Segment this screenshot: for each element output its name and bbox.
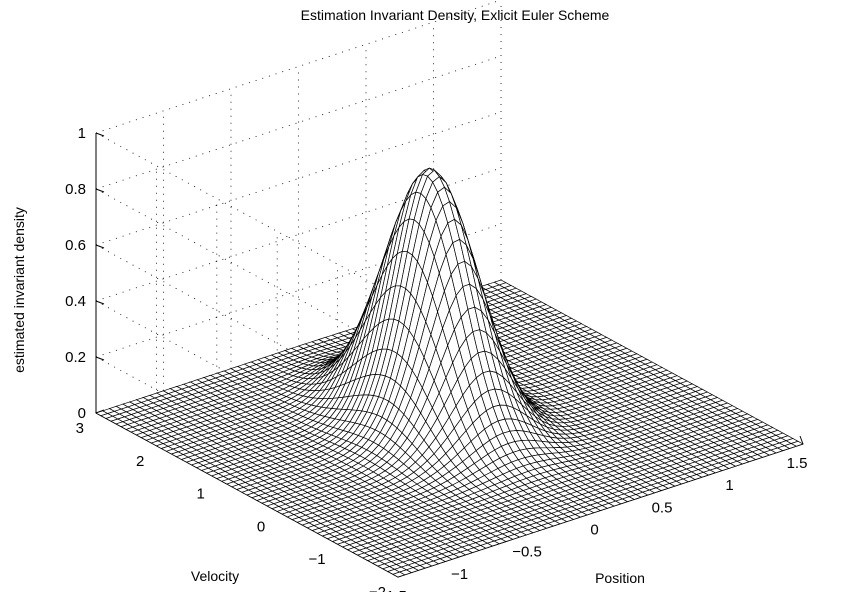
y-tick-label: 0 [257, 518, 265, 535]
y-tick-label: 2 [136, 453, 144, 470]
x-tick-label: −1.5 [377, 588, 407, 592]
z-tick-label: 0.2 [65, 349, 86, 366]
z-tick-mark [95, 300, 105, 305]
z-tick-label: 0.6 [65, 237, 86, 254]
x-tick-label: 0 [590, 522, 598, 539]
y-tick-label: 1 [196, 486, 204, 503]
z-tick-mark [95, 244, 105, 249]
z-tick-label: 0.8 [65, 181, 86, 198]
z-tick-mark [95, 188, 105, 193]
x-axis-title: Position [595, 570, 645, 586]
x-tick-label: 0.5 [652, 499, 673, 516]
z-tick-mark [95, 132, 105, 137]
z-tick-label: 1 [78, 125, 86, 142]
grid-line-z-leftwall [95, 132, 399, 298]
x-tick-mark [799, 435, 804, 445]
z-tick-label: 0 [78, 405, 86, 422]
density-surface [95, 167, 804, 578]
z-tick-mark [95, 356, 105, 361]
y-tick-label: 3 [76, 420, 84, 437]
x-tick-label: −1 [451, 566, 468, 583]
surface-patch [790, 440, 804, 447]
x-tick-label: 1 [725, 477, 733, 494]
chart-title: Estimation Invariant Density, Exlicit Eu… [301, 7, 610, 23]
z-axis-title: estimated invariant density [11, 207, 27, 373]
x-tick-label: −0.5 [512, 544, 542, 561]
z-tick-label: 0.4 [65, 293, 86, 310]
x-tick-label: 1.5 [787, 455, 808, 472]
y-tick-label: −1 [308, 551, 325, 568]
y-axis-title: Velocity [191, 568, 239, 584]
y-tick-label: −2 [369, 584, 386, 592]
